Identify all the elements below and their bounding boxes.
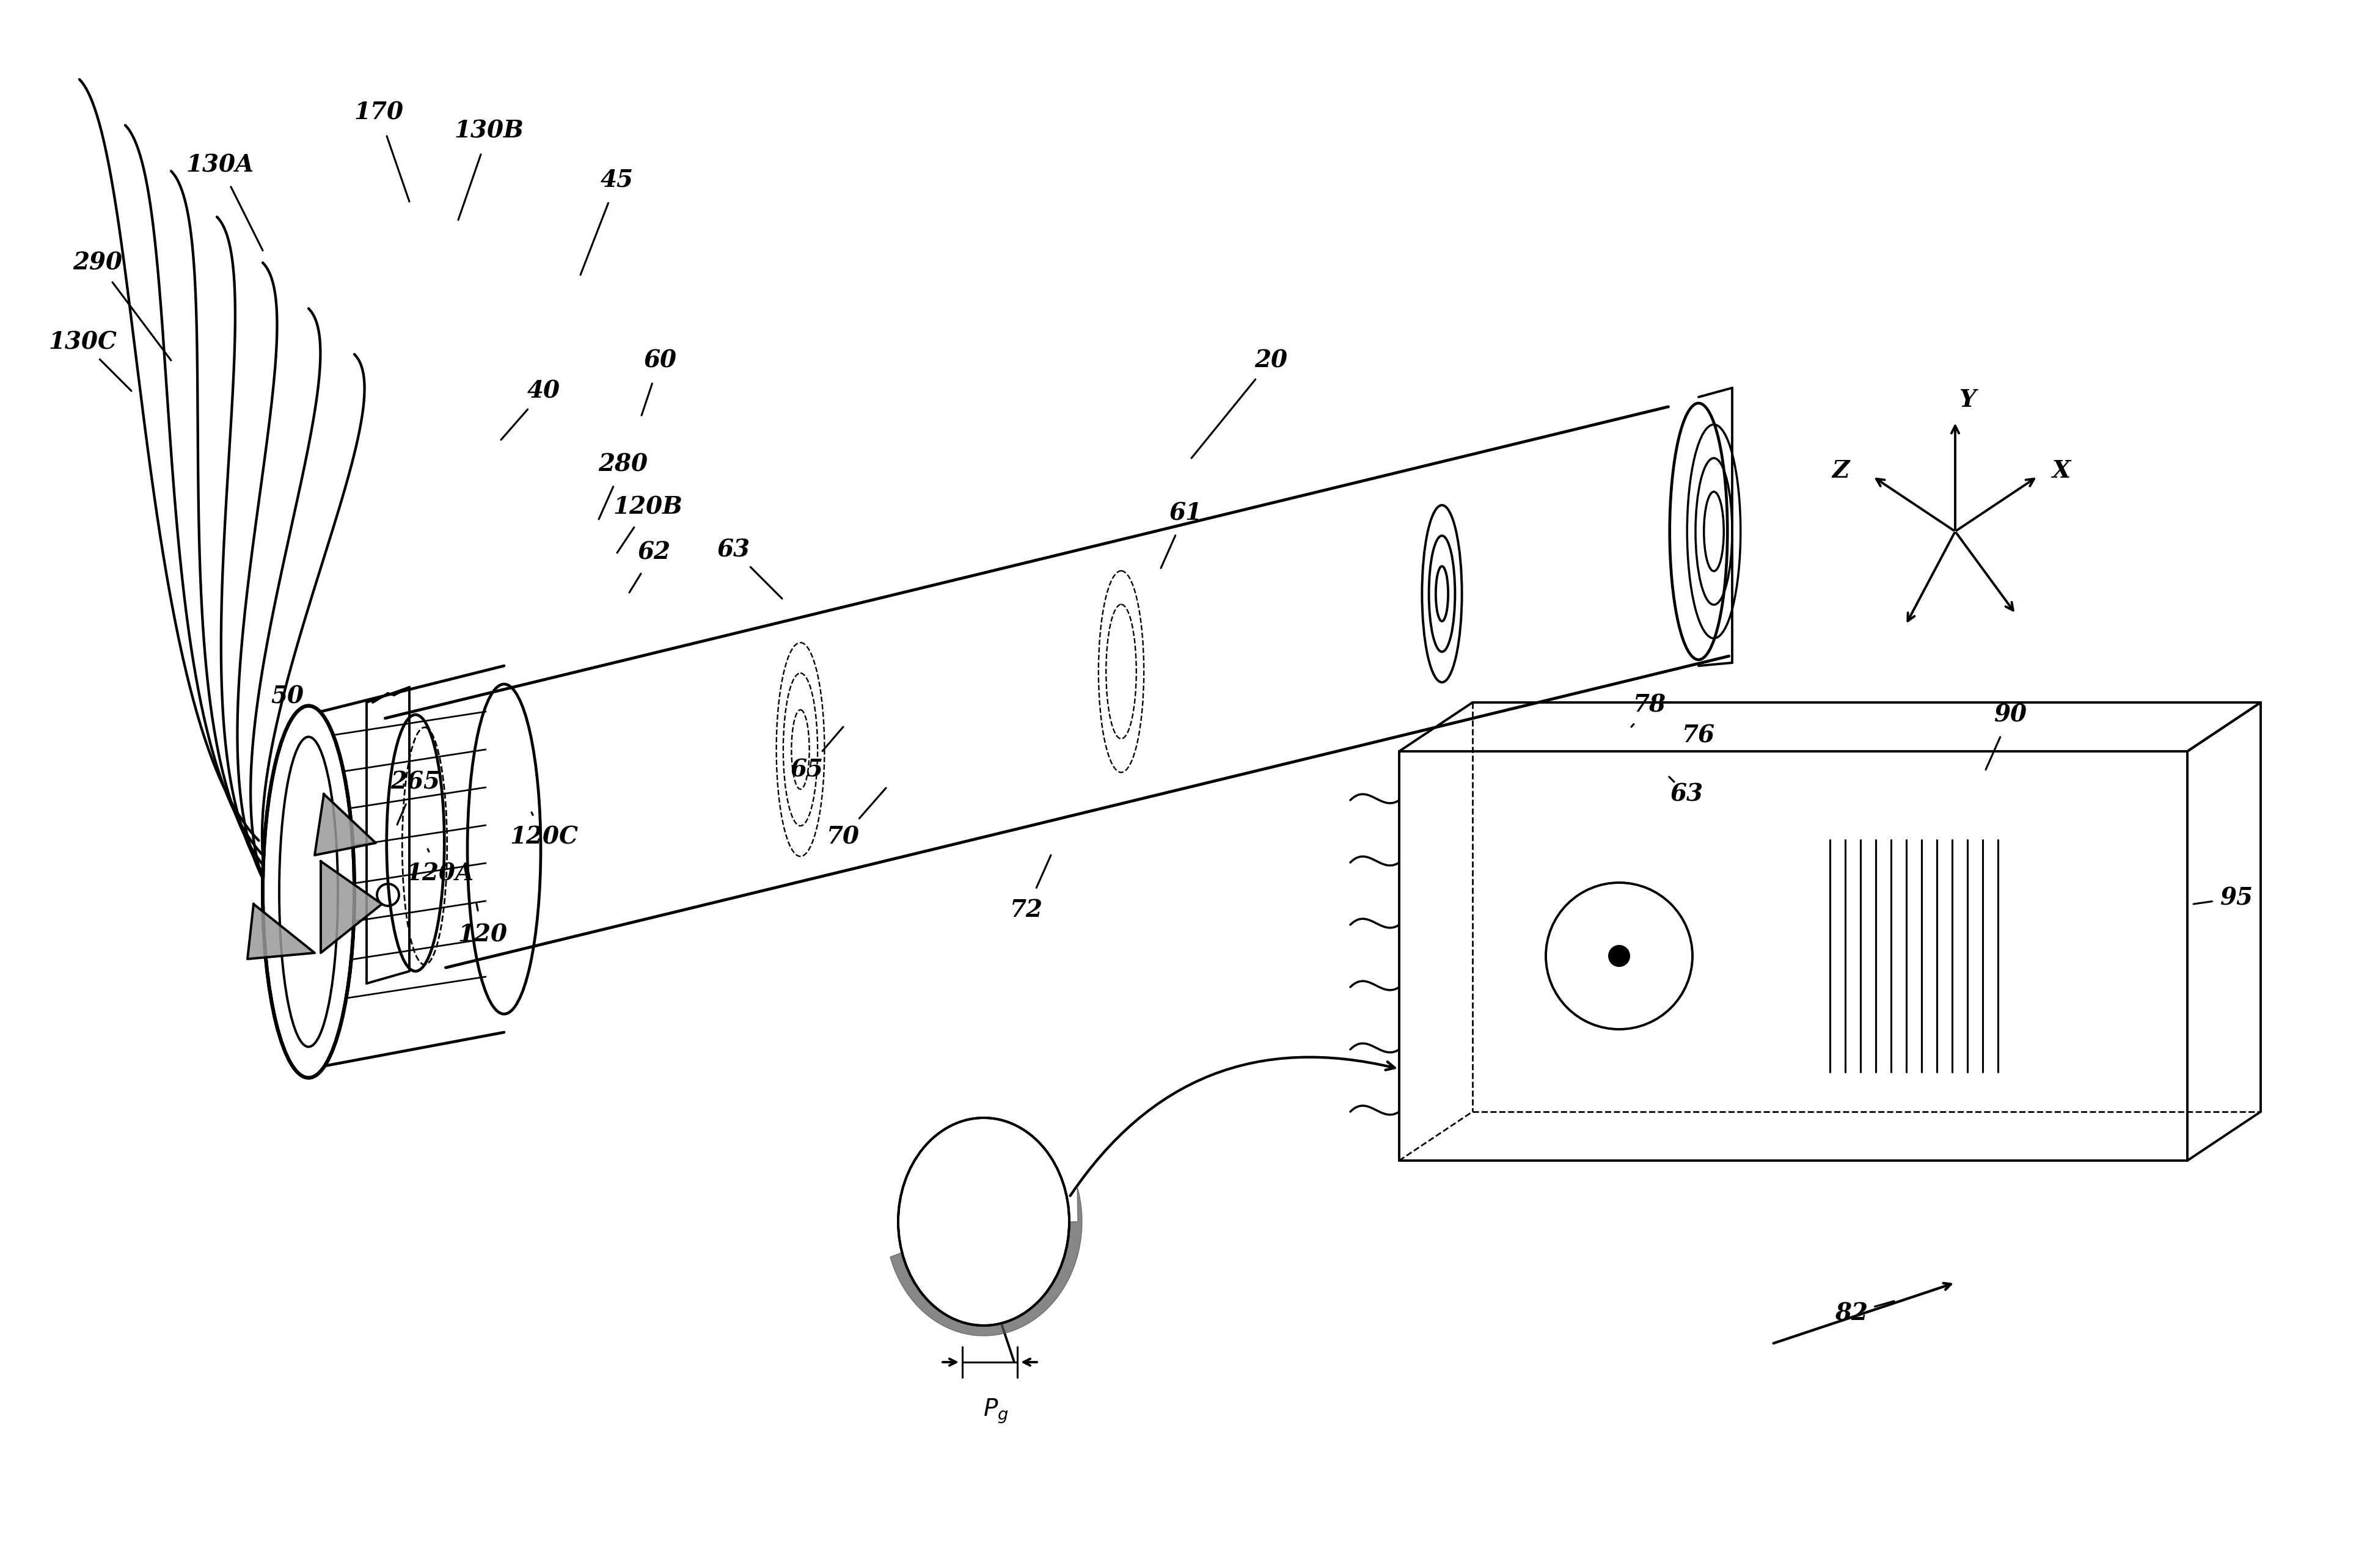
Text: 62: 62	[636, 541, 669, 564]
Ellipse shape	[264, 706, 353, 1077]
Text: 70: 70	[827, 825, 860, 848]
Text: 120A: 120A	[405, 862, 474, 884]
Text: 170: 170	[353, 102, 403, 124]
Text: 130C: 130C	[47, 331, 118, 354]
Polygon shape	[891, 1187, 1081, 1336]
Polygon shape	[247, 905, 316, 960]
Text: 76: 76	[1682, 724, 1715, 748]
Text: 265: 265	[391, 770, 441, 793]
Text: 61: 61	[1169, 502, 1202, 525]
Text: 130B: 130B	[455, 119, 523, 143]
Text: 90: 90	[1993, 702, 2026, 726]
Text: 45: 45	[601, 169, 634, 191]
Text: 65: 65	[789, 757, 822, 781]
Text: 120B: 120B	[613, 495, 683, 519]
Text: X: X	[2052, 459, 2071, 483]
Polygon shape	[320, 861, 382, 953]
Text: 63: 63	[1670, 782, 1703, 806]
Polygon shape	[384, 406, 1729, 967]
Text: 40: 40	[528, 379, 561, 403]
Text: 20: 20	[1253, 348, 1286, 372]
Text: 130A: 130A	[186, 154, 254, 177]
Text: 120: 120	[457, 924, 507, 946]
Text: 95: 95	[2219, 886, 2252, 909]
Text: 78: 78	[1633, 695, 1666, 717]
Text: Z: Z	[1831, 459, 1849, 483]
Text: 63: 63	[716, 538, 749, 561]
Text: 50: 50	[271, 685, 304, 707]
Text: 120C: 120C	[509, 825, 577, 848]
Text: 290: 290	[73, 251, 123, 274]
Polygon shape	[316, 793, 375, 855]
Ellipse shape	[898, 1118, 1070, 1325]
Text: $P_g$: $P_g$	[982, 1397, 1008, 1425]
Text: Y: Y	[1958, 389, 1977, 412]
Text: 82: 82	[1835, 1301, 1868, 1325]
Text: 72: 72	[1011, 898, 1044, 922]
Text: 280: 280	[598, 453, 648, 475]
Circle shape	[1609, 946, 1630, 967]
Text: 60: 60	[643, 348, 676, 372]
